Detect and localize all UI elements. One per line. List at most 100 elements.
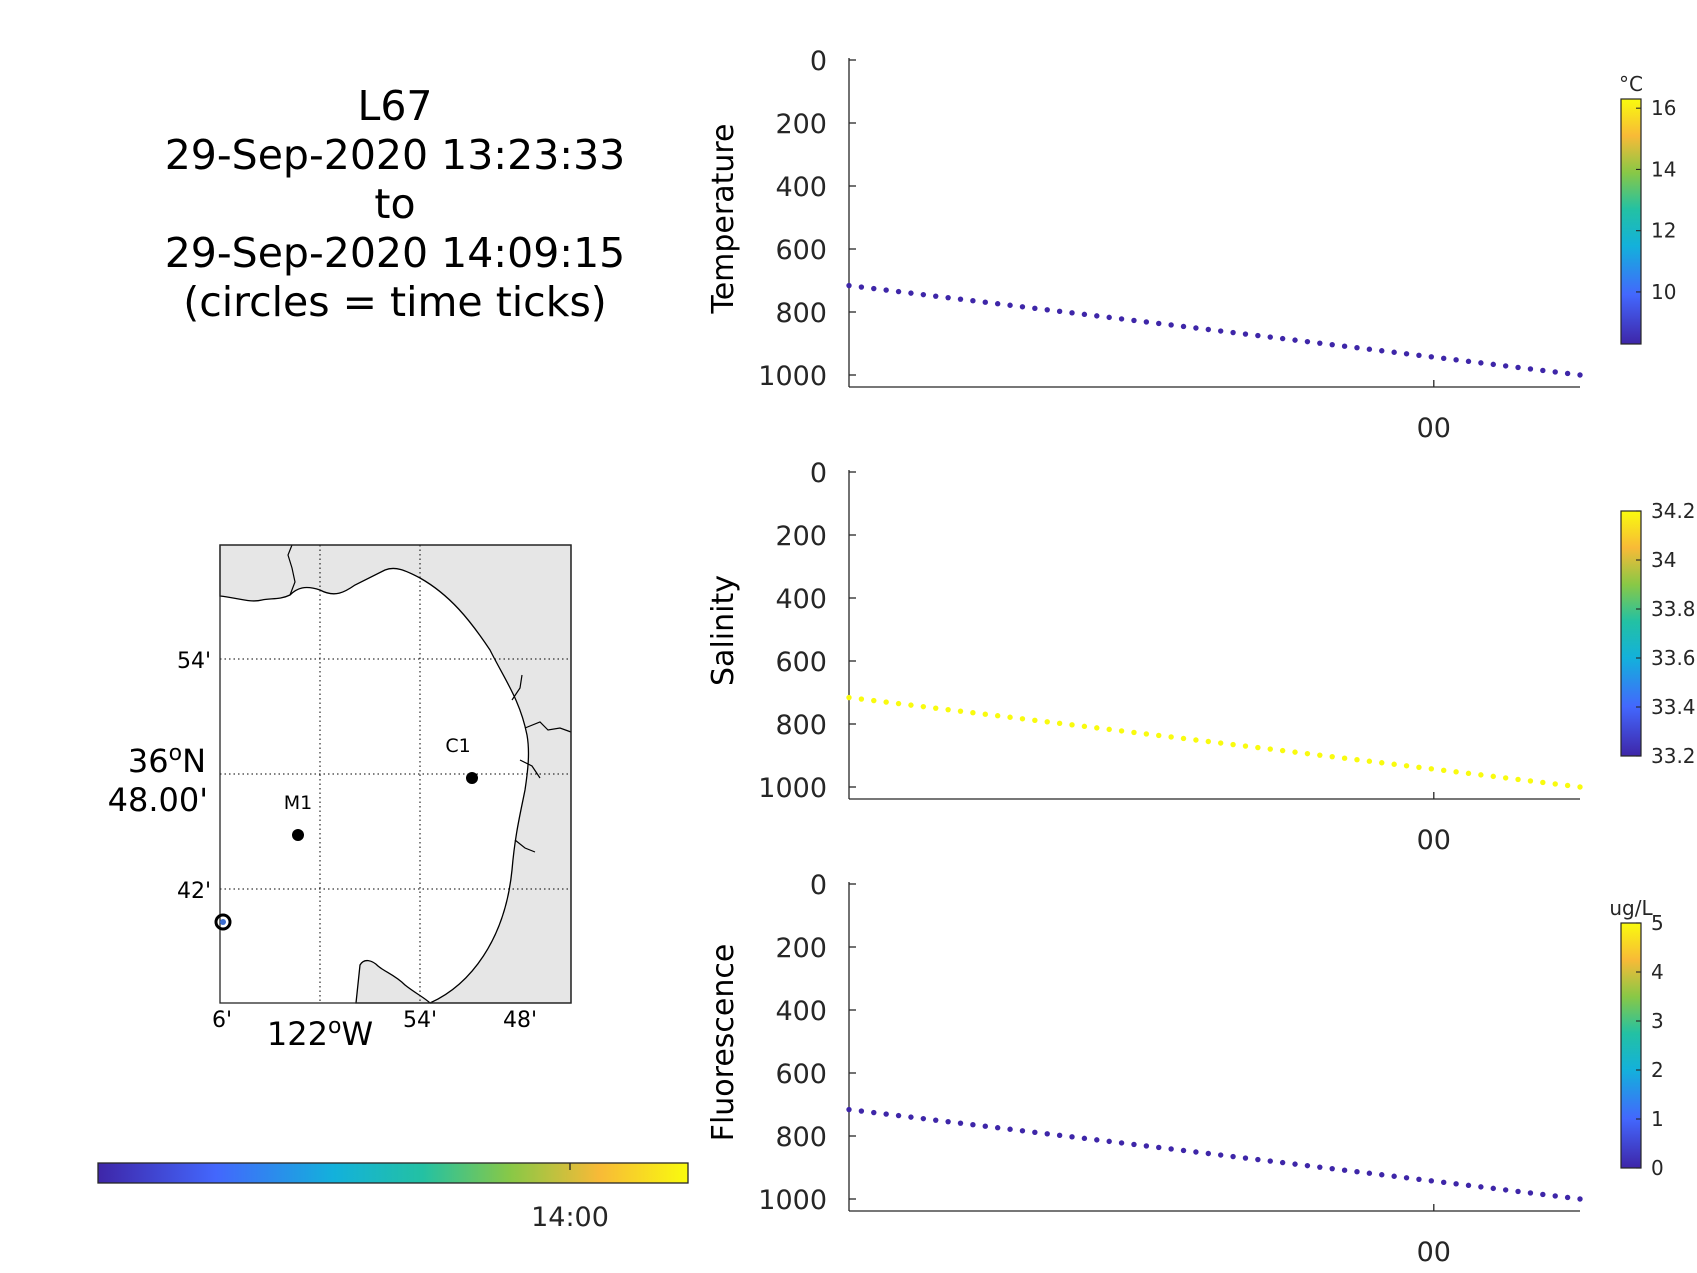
lat-center-minutes: 48.00': [108, 781, 208, 819]
fluorescence-data-point: [933, 1117, 939, 1123]
temperature-data-point: [970, 298, 976, 304]
fluorescence-colorbar-tick-label: 1: [1651, 1107, 1664, 1131]
salinity-data-point: [1230, 741, 1236, 748]
temperature-data-point: [908, 290, 914, 296]
temperature-data-point: [1515, 364, 1521, 371]
temperature-data-point: [1156, 320, 1162, 327]
temperature-data-point: [1007, 302, 1013, 308]
fluorescence-colorbar-tick-label: 5: [1651, 911, 1664, 935]
fluorescence-y-tick-label: 800: [775, 1122, 827, 1153]
salinity-data-point: [1416, 764, 1422, 770]
temperature-colorbar-tick-label: 12: [1651, 219, 1676, 243]
temperature-data-point: [1255, 332, 1261, 339]
fluorescence-data-point: [1428, 1178, 1435, 1184]
temperature-data-point: [1193, 325, 1199, 331]
salinity-data-point: [1255, 744, 1261, 751]
temperature-data-point: [1403, 351, 1410, 357]
temperature-colorbar-tick-label: 10: [1651, 280, 1676, 304]
temperature-data-point: [1131, 317, 1137, 324]
temperature-data-point: [1168, 322, 1174, 328]
fluorescence-data-point: [1416, 1176, 1422, 1182]
salinity-data-point: [1081, 723, 1088, 730]
salinity-data-point: [883, 699, 889, 705]
fluorescence-data-point: [1552, 1193, 1558, 1199]
fluorescence-colorbar-tick-label: 2: [1651, 1058, 1664, 1082]
fluorescence-data-point: [1502, 1187, 1509, 1193]
salinity-data-point: [1118, 728, 1125, 734]
river-line: [524, 721, 572, 733]
salinity-data-point: [920, 703, 927, 710]
temperature-colorbar: [1620, 98, 1642, 345]
salinity-data-point: [1564, 782, 1571, 789]
salinity-x-tick-label: 00: [1417, 825, 1451, 856]
fluorescence-colorbar-unit: ug/L: [1609, 896, 1653, 920]
lon-center-label: 122oW: [267, 1014, 373, 1053]
salinity-data-point: [1044, 719, 1050, 725]
lat-tick-label: 54': [177, 649, 211, 674]
temperature-data-point: [1478, 360, 1484, 366]
salinity-colorbar-tick-label: 34: [1651, 548, 1676, 572]
fluorescence-data-point: [1156, 1144, 1162, 1151]
temperature-x-tick-label: 00: [1417, 413, 1451, 444]
fluorescence-data-point: [1292, 1161, 1298, 1167]
temperature-data-point: [1242, 331, 1249, 337]
fluorescence-data-point: [1230, 1153, 1236, 1160]
vehicle-position: [220, 919, 226, 925]
temperature-data-point: [1341, 343, 1348, 349]
temperature-data-point: [1453, 357, 1459, 363]
fluorescence-data-point: [970, 1122, 976, 1128]
salinity-data-point: [858, 696, 865, 702]
salinity-data-point: [945, 706, 951, 713]
map-frame: [219, 544, 572, 1004]
lat-center-label: 36oN: [128, 741, 206, 780]
temperature-data-point: [994, 301, 1001, 307]
salinity-data-point: [1168, 734, 1174, 740]
station-label-c1: C1: [445, 735, 470, 757]
temperature-y-tick-label: 1000: [758, 361, 827, 392]
time-colorbar-gradient: [97, 1162, 689, 1184]
temperature-colorbar-tick-label: 14: [1651, 157, 1676, 181]
temperature-y-tick-label: 600: [775, 235, 827, 266]
fluorescence-data-point: [1366, 1170, 1373, 1176]
vehicle-track-marker: [214, 913, 232, 931]
temperature-data-point: [1217, 328, 1224, 334]
fluorescence-data-point: [1180, 1147, 1187, 1154]
temperature-colorbar-tick-label: 16: [1651, 96, 1676, 120]
temperature-data-point: [1019, 304, 1026, 310]
temperature-data-point: [1056, 308, 1063, 315]
temperature-data-point: [1441, 355, 1447, 362]
fluorescence-data-point: [1044, 1131, 1050, 1137]
salinity-data-point: [1019, 716, 1026, 722]
time-colorbar: 14:00: [97, 1162, 689, 1233]
fluorescence-data-point: [1056, 1132, 1063, 1139]
temperature-data-point: [883, 287, 889, 293]
salinity-data-point: [933, 705, 939, 711]
salinity-data-point: [1267, 746, 1273, 752]
fluorescence-y-tick-label: 1000: [758, 1185, 827, 1216]
fluorescence-y-tick-label: 600: [775, 1059, 827, 1090]
fluorescence-y-tick-label: 200: [775, 933, 827, 964]
temperature-data-point: [1391, 349, 1397, 355]
salinity-y-tick-label: 1000: [758, 773, 827, 804]
fluorescence-data-point: [1007, 1126, 1013, 1132]
temperature-data-point: [1527, 366, 1534, 372]
salinity-data-point: [895, 700, 902, 707]
fluorescence-data-point: [908, 1114, 914, 1120]
salinity-data-point: [1478, 772, 1484, 778]
salinity-data-point: [1354, 757, 1360, 763]
fluorescence-data-point: [1304, 1162, 1311, 1169]
station-label-m1: M1: [284, 792, 312, 814]
fluorescence-data-point: [1106, 1138, 1112, 1145]
temperature-data-point: [1106, 314, 1112, 321]
fluorescence-data-point: [1564, 1194, 1571, 1201]
salinity-data-point: [1329, 753, 1335, 760]
lon-tick-label: 6': [212, 1008, 232, 1033]
temperature-data-point: [1552, 369, 1558, 375]
salinity-data-point: [1540, 779, 1546, 786]
temperature-data-point: [1577, 372, 1583, 378]
fluorescence-data-point: [871, 1109, 877, 1116]
salinity-data-point: [1577, 784, 1583, 790]
salinity-data-point: [871, 697, 877, 704]
temperature-data-point: [920, 291, 927, 298]
salinity-data-point: [846, 694, 852, 701]
